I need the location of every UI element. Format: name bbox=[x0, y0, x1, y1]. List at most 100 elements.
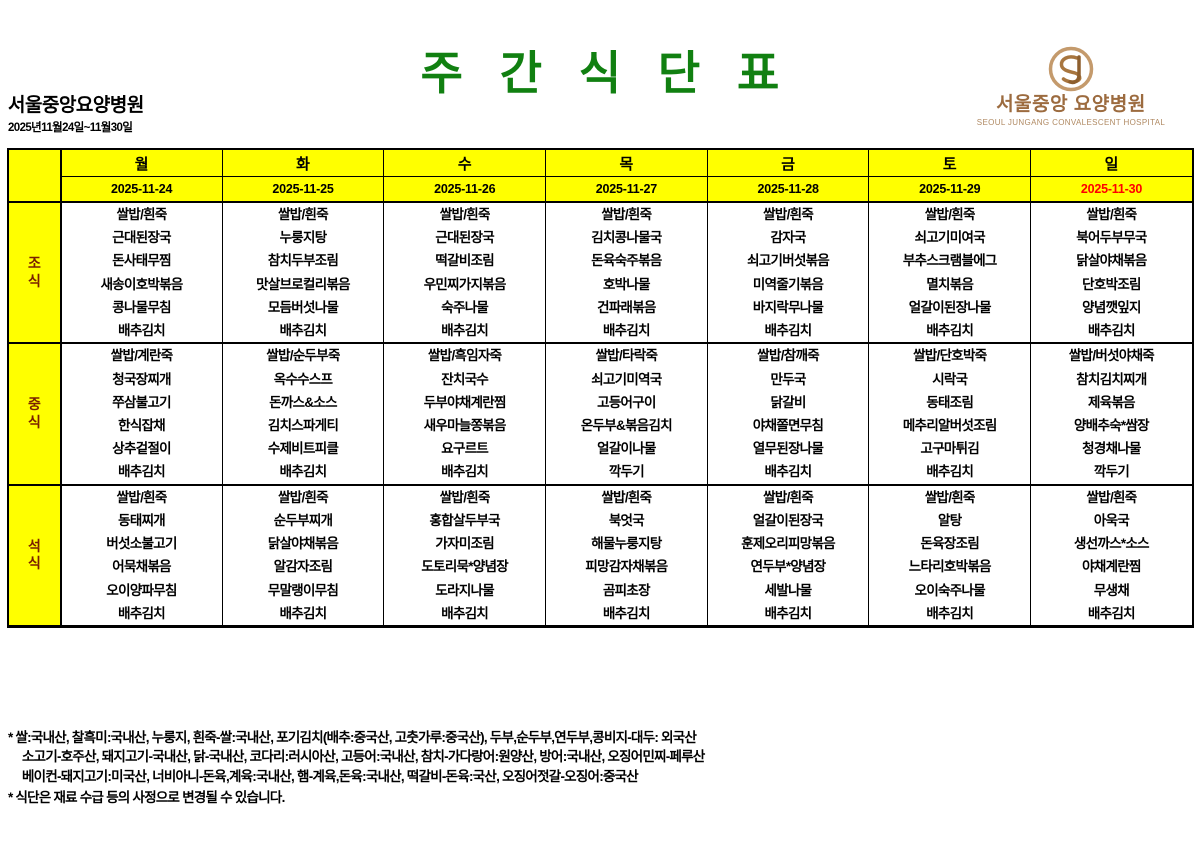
dish-list: 쌀밥/흰죽 감자국 쇠고기버섯볶음 미역줄기볶음 바지락무나물 배추김치 bbox=[708, 203, 869, 342]
dish-item: 모듬버섯나물 bbox=[267, 299, 339, 315]
dish-list: 쌀밥/흰죽 알탕 돈육장조림 느타리호박볶음 오이숙주나물 배추김치 bbox=[869, 486, 1030, 625]
footnote-origin-2: 소고기-호주산, 돼지고기-국내산, 닭-국내산, 코다리:러시아산, 고등어:… bbox=[22, 749, 705, 765]
corner-cell bbox=[8, 149, 62, 203]
table-body: 조 식 쌀밥/흰죽 근대된장국 돈사태무찜 새송이호박볶음 콩나물무침 배추김치… bbox=[8, 200, 1193, 627]
dish-item: 깍두기 bbox=[1093, 464, 1130, 480]
dish-item: 숙주나물 bbox=[441, 299, 489, 315]
dish-item: 오이양파무침 bbox=[106, 582, 177, 598]
day-date-wed: 2025-11-26 bbox=[383, 176, 547, 203]
day-header-sat: 토 bbox=[868, 149, 1032, 177]
dish-item: 아욱국 bbox=[1093, 512, 1130, 528]
dish-item: 제육볶음 bbox=[1088, 394, 1136, 410]
dish-item: 배추김치 bbox=[118, 605, 166, 621]
dish-item: 새우마늘쫑볶음 bbox=[423, 417, 507, 433]
meal-row-breakfast: 조 식 쌀밥/흰죽 근대된장국 돈사태무찜 새송이호박볶음 콩나물무침 배추김치… bbox=[8, 200, 1193, 345]
dish-item: 양념깻잎지 bbox=[1082, 299, 1141, 315]
organization-name: 서울중앙요양병원 bbox=[8, 95, 144, 116]
footnote-origin-1: * 쌀:국내산, 찰흑미:국내산, 누룽지, 흰죽-쌀:국내산, 포기김치(배추… bbox=[8, 730, 697, 745]
dish-item: 쌀밥/흰죽 bbox=[439, 489, 491, 505]
dish-item: 야채계란찜 bbox=[1082, 559, 1141, 575]
menu-cell-lunch-mon: 쌀밥/계란죽 청국장찌개 쭈삼불고기 한식잡채 상추겉절이 배추김치 bbox=[60, 342, 223, 486]
dish-item: 배추김치 bbox=[764, 323, 813, 339]
dish-item: 홍합살두부국 bbox=[429, 512, 501, 528]
dish-item: 배추김치 bbox=[764, 605, 813, 621]
day-header-sun: 일 bbox=[1030, 149, 1193, 177]
dish-item: 곰피초장 bbox=[602, 582, 651, 598]
dish-item: 배추김치 bbox=[764, 464, 813, 480]
dish-item: 청국장찌개 bbox=[112, 371, 171, 387]
dish-list: 쌀밥/흰죽 얼갈이된장국 훈제오리피망볶음 연두부*양념장 세발나물 배추김치 bbox=[708, 486, 869, 625]
dish-item: 멸치볶음 bbox=[926, 276, 974, 292]
dish-item: 호박나물 bbox=[602, 276, 651, 292]
dish-item: 도라지나물 bbox=[435, 582, 495, 598]
dish-item: 쌀밥/흰죽 bbox=[601, 207, 652, 222]
dish-item: 누룽지탕 bbox=[279, 230, 328, 246]
logo-korean-name: 서울중앙 요양병원 bbox=[996, 94, 1146, 115]
dish-item: 쌀밥/흰죽 bbox=[924, 489, 976, 505]
day-header-mon: 월 bbox=[60, 149, 223, 177]
day-date-sat: 2025-11-29 bbox=[868, 176, 1032, 203]
meal-label-char: 석 bbox=[28, 537, 41, 554]
dish-item: 돈사태무찜 bbox=[112, 253, 171, 269]
day-date-tue: 2025-11-25 bbox=[221, 176, 385, 203]
dish-item: 고구마튀김 bbox=[920, 441, 980, 457]
weekly-menu-table: 월 화 수 목 금 토 일 2025-11-24 2025-11-25 2025… bbox=[7, 148, 1194, 628]
dish-item: 근대된장국 bbox=[435, 230, 495, 246]
dish-item: 무생채 bbox=[1093, 582, 1130, 598]
dish-item: 시락국 bbox=[932, 371, 968, 387]
dish-item: 북엇국 bbox=[608, 512, 645, 528]
dish-item: 배추김치 bbox=[441, 323, 489, 339]
dish-list: 쌀밥/단호박죽 시락국 동태조림 메추리알버섯조림 고구마튀김 배추김치 bbox=[869, 344, 1030, 483]
dish-item: 쇠고기미여국 bbox=[914, 230, 986, 246]
dish-item: 배추김치 bbox=[1088, 605, 1136, 621]
dish-item: 청경채나물 bbox=[1082, 441, 1141, 457]
day-header-fri: 금 bbox=[706, 149, 870, 177]
dish-item: 쌀밥/타락죽 bbox=[595, 348, 658, 364]
menu-cell-breakfast-tue: 쌀밥/흰죽 누룽지탕 참치두부조림 맛살브로컬리볶음 모듬버섯나물 배추김치 bbox=[221, 200, 385, 345]
dish-item: 한식잡채 bbox=[118, 417, 166, 433]
menu-cell-breakfast-wed: 쌀밥/흰죽 근대된장국 떡갈비조림 우민찌가지볶음 숙주나물 배추김치 bbox=[383, 200, 547, 345]
dish-item: 단호박조림 bbox=[1082, 276, 1141, 292]
menu-cell-dinner-wed: 쌀밥/흰죽 홍합살두부국 가자미조림 도토리묵*양념장 도라지나물 배추김치 bbox=[383, 483, 547, 627]
dish-item: 무말랭이무침 bbox=[267, 582, 339, 598]
dish-item: 돈까스&소스 bbox=[269, 394, 337, 410]
dish-item: 열무된장나물 bbox=[752, 441, 824, 457]
menu-cell-lunch-fri: 쌀밥/참깨죽 만두국 닭갈비 야채쫄면무침 열무된장나물 배추김치 bbox=[706, 342, 870, 486]
meal-label-char: 식 bbox=[28, 413, 41, 430]
dish-item: 온두부&볶음김치 bbox=[580, 417, 673, 433]
dish-item: 닭살야채볶음 bbox=[1076, 253, 1147, 269]
dish-item: 쌀밥/단호박죽 bbox=[913, 348, 987, 364]
dish-item: 김치콩나물국 bbox=[591, 230, 662, 246]
dish-item: 훈제오리피망볶음 bbox=[741, 536, 835, 552]
dish-item: 동태찌개 bbox=[118, 512, 166, 528]
dish-item: 감자국 bbox=[770, 230, 807, 246]
dish-list: 쌀밥/버섯야채죽 참치김치찌개 제육볶음 양배추숙*쌈장 청경채나물 깍두기 bbox=[1031, 344, 1192, 483]
dish-item: 배추김치 bbox=[118, 323, 166, 339]
menu-cell-dinner-sat: 쌀밥/흰죽 알탕 돈육장조림 느타리호박볶음 오이숙주나물 배추김치 bbox=[868, 483, 1032, 627]
dish-item: 콩나물무침 bbox=[112, 299, 171, 315]
dish-item: 가자미조림 bbox=[435, 536, 495, 552]
meal-row-lunch: 중 식 쌀밥/계란죽 청국장찌개 쭈삼불고기 한식잡채 상추겉절이 배추김치 쌀… bbox=[8, 342, 1193, 486]
meal-label-lunch: 중 식 bbox=[8, 342, 62, 486]
dish-item: 상추겉절이 bbox=[112, 441, 171, 457]
dish-item: 쌀밥/흑임자죽 bbox=[428, 348, 502, 364]
dish-list: 쌀밥/흰죽 동태찌개 버섯소불고기 어묵채볶음 오이양파무침 배추김치 bbox=[62, 486, 222, 625]
dish-item: 피망감자채볶음 bbox=[585, 559, 668, 575]
dish-item: 배추김치 bbox=[926, 464, 974, 480]
dish-item: 도토리묵*양념장 bbox=[421, 559, 509, 575]
dish-item: 배추김치 bbox=[441, 464, 489, 480]
day-date-fri: 2025-11-28 bbox=[706, 176, 870, 203]
dish-item: 닭갈비 bbox=[770, 394, 807, 410]
dish-item: 쌀밥/흰죽 bbox=[278, 489, 329, 505]
dish-item: 닭살야채볶음 bbox=[267, 536, 339, 552]
dish-item: 쌀밥/흰죽 bbox=[763, 207, 814, 222]
day-header-thu: 목 bbox=[545, 149, 708, 177]
dish-list: 쌀밥/흰죽 북엇국 해물누룽지탕 피망감자채볶음 곰피초장 배추김치 bbox=[546, 486, 707, 625]
dish-list: 쌀밥/순두부죽 옥수수스프 돈까스&소스 김치스파게티 수제비트피클 배추김치 bbox=[223, 344, 384, 483]
dish-list: 쌀밥/흑임자죽 잔치국수 두부야채계란찜 새우마늘쫑볶음 요구르트 배추김치 bbox=[384, 344, 545, 483]
dish-list: 쌀밥/흰죽 홍합살두부국 가자미조림 도토리묵*양념장 도라지나물 배추김치 bbox=[384, 486, 545, 625]
menu-cell-dinner-mon: 쌀밥/흰죽 동태찌개 버섯소불고기 어묵채볶음 오이양파무침 배추김치 bbox=[60, 483, 223, 627]
table-header: 월 화 수 목 금 토 일 2025-11-24 2025-11-25 2025… bbox=[8, 149, 1193, 203]
dish-item: 근대된장국 bbox=[112, 230, 171, 246]
menu-cell-lunch-sat: 쌀밥/단호박죽 시락국 동태조림 메추리알버섯조림 고구마튀김 배추김치 bbox=[868, 342, 1032, 486]
